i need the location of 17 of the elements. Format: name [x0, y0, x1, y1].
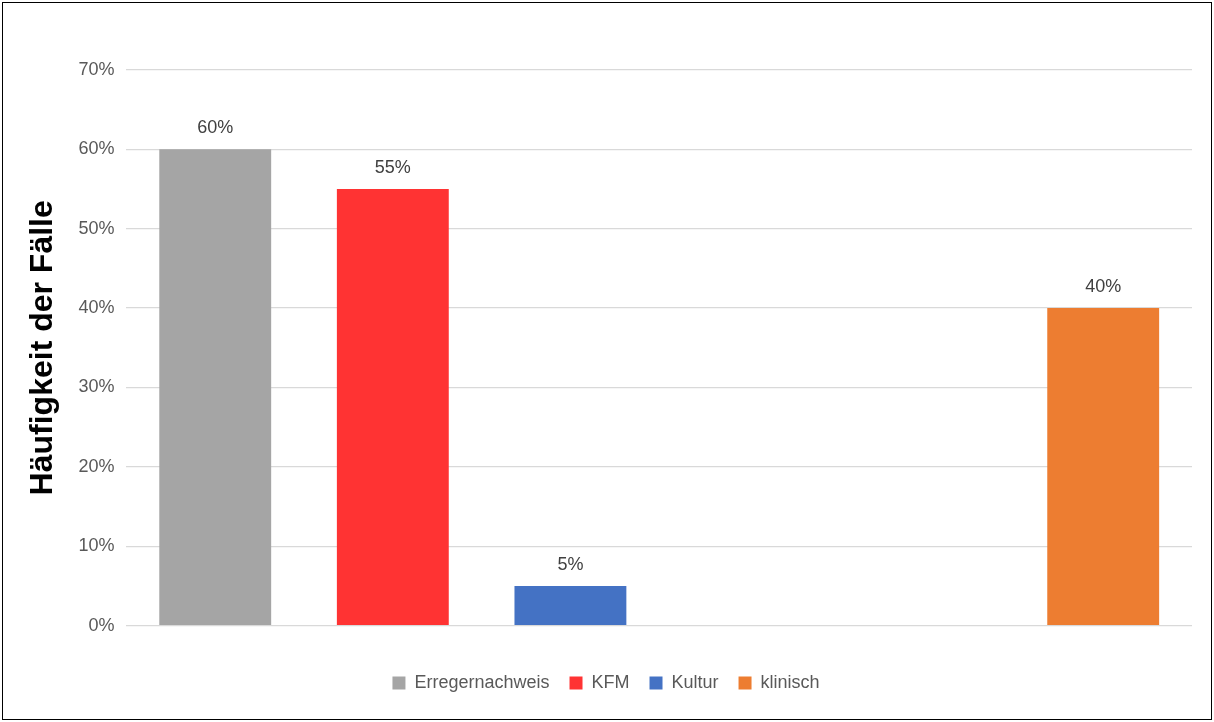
y-tick-label: 70% — [78, 58, 115, 79]
data-label: 60% — [197, 117, 234, 138]
legend-label: Erregernachweis — [414, 671, 550, 692]
y-tick-label: 20% — [78, 455, 115, 476]
legend-label: Kultur — [671, 671, 719, 692]
y-axis-title: Häufigkeit der Fälle — [23, 200, 60, 496]
data-label: 40% — [1085, 276, 1122, 297]
data-label: 5% — [557, 553, 584, 574]
y-tick-label: 10% — [78, 535, 115, 556]
y-tick-label: 50% — [78, 217, 115, 238]
y-tick-label: 30% — [78, 376, 115, 397]
y-tick-label: 40% — [78, 297, 115, 318]
legend-label: KFM — [591, 671, 630, 692]
y-tick-label: 60% — [78, 138, 115, 159]
data-label: 55% — [374, 157, 411, 178]
y-tick-label: 0% — [88, 614, 115, 635]
legend-label: klinisch — [760, 671, 820, 692]
